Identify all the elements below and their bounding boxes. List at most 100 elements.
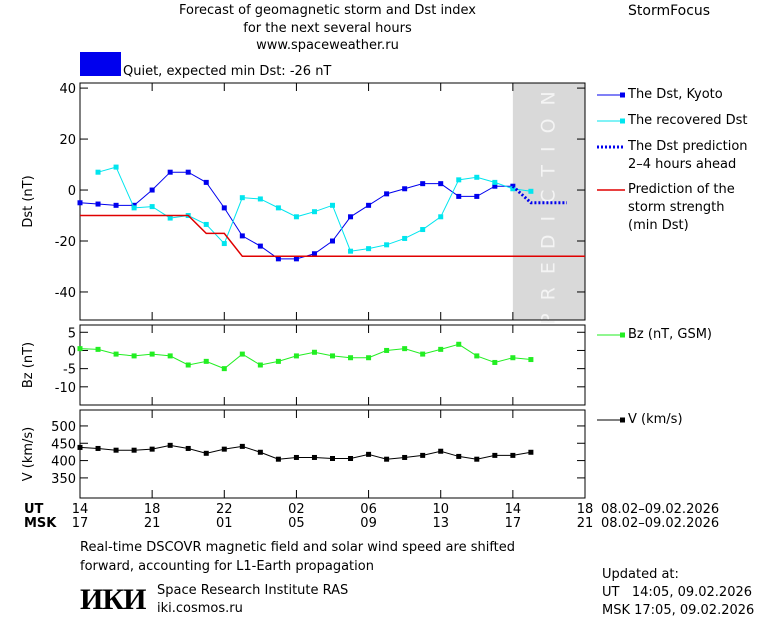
plot-frame bbox=[79, 324, 586, 406]
x-tick-label: 14 bbox=[72, 502, 89, 517]
legend-label: The Dst, Kyoto bbox=[628, 87, 723, 102]
plot-frame bbox=[79, 82, 586, 321]
data-point bbox=[348, 355, 354, 361]
data-point bbox=[456, 453, 462, 459]
data-point bbox=[474, 193, 480, 199]
series-line bbox=[79, 444, 531, 460]
data-point bbox=[311, 349, 317, 355]
data-point bbox=[149, 204, 155, 210]
x-tick-label-msk: 21 bbox=[577, 516, 594, 531]
data-point bbox=[311, 209, 317, 215]
data-point bbox=[95, 169, 101, 175]
data-point bbox=[474, 353, 480, 359]
x-tick-label: 18 bbox=[144, 502, 161, 517]
updated-ut: UT 14:05, 09.02.2026 bbox=[602, 585, 753, 600]
y-tick-label: -10 bbox=[55, 381, 76, 396]
data-point bbox=[438, 181, 444, 187]
data-point bbox=[330, 202, 335, 208]
data-point bbox=[275, 205, 281, 211]
data-point bbox=[402, 235, 408, 241]
x-tick-label-msk: 01 bbox=[216, 516, 233, 531]
y-tick-label: 20 bbox=[59, 133, 76, 148]
legend-marker bbox=[620, 417, 625, 423]
x-row-label: MSK bbox=[24, 516, 57, 531]
plot-frame bbox=[79, 409, 586, 499]
data-point bbox=[402, 454, 408, 460]
institute: Space Research Institute RAS bbox=[157, 583, 349, 598]
data-point bbox=[456, 341, 462, 347]
data-point bbox=[438, 214, 444, 220]
data-point bbox=[77, 346, 83, 352]
y-tick-label: 5 bbox=[68, 326, 76, 341]
data-point bbox=[203, 221, 209, 227]
data-point bbox=[330, 353, 335, 359]
data-point bbox=[402, 346, 408, 352]
data-point bbox=[113, 351, 119, 357]
data-point bbox=[77, 444, 83, 450]
footer-note: Real-time DSCOVR magnetic field and sola… bbox=[80, 540, 516, 574]
title-line: for the next several hours bbox=[243, 21, 412, 36]
data-point bbox=[528, 357, 534, 363]
legend-label: The recovered Dst bbox=[628, 113, 748, 128]
data-point bbox=[257, 196, 263, 202]
data-point bbox=[275, 256, 281, 262]
data-point bbox=[77, 200, 83, 206]
series-line bbox=[79, 343, 531, 370]
x-tick-label: 06 bbox=[360, 502, 377, 517]
data-point bbox=[438, 346, 444, 352]
y-axis-title: V (km/s) bbox=[21, 427, 36, 482]
y-tick-label: -20 bbox=[55, 235, 76, 250]
data-point bbox=[438, 448, 444, 454]
prediction-label: PREDICTION bbox=[537, 78, 559, 325]
series-line bbox=[511, 185, 567, 205]
status-box bbox=[80, 52, 121, 76]
data-point bbox=[113, 202, 119, 208]
data-point bbox=[420, 181, 426, 187]
brand: StormFocus bbox=[628, 3, 711, 19]
data-point bbox=[330, 238, 335, 244]
y-tick-label: -40 bbox=[55, 286, 76, 301]
data-point bbox=[384, 456, 390, 462]
data-point bbox=[293, 214, 299, 220]
data-point bbox=[420, 351, 426, 357]
data-point bbox=[113, 164, 119, 170]
updated-msk: MSK 17:05, 09.02.2026 bbox=[602, 603, 755, 618]
legend-marker bbox=[620, 92, 625, 98]
data-point bbox=[239, 351, 245, 357]
prediction-shade bbox=[512, 83, 585, 320]
data-point bbox=[402, 186, 408, 192]
data-point bbox=[456, 177, 462, 183]
data-point bbox=[293, 256, 299, 262]
data-point bbox=[95, 346, 101, 352]
data-point bbox=[510, 186, 516, 192]
data-point bbox=[95, 445, 101, 451]
date-range: 08.02–09.02.2026 bbox=[601, 502, 719, 517]
data-point bbox=[239, 443, 245, 449]
data-point bbox=[203, 358, 209, 364]
x-row-label: UT bbox=[24, 502, 44, 517]
data-point bbox=[348, 214, 354, 220]
data-point bbox=[275, 358, 281, 364]
data-point bbox=[528, 188, 534, 194]
data-point bbox=[293, 353, 299, 359]
data-point bbox=[221, 241, 227, 247]
data-point bbox=[221, 446, 227, 452]
data-point bbox=[185, 445, 191, 451]
data-point bbox=[330, 456, 335, 462]
data-point bbox=[239, 233, 245, 239]
data-point bbox=[185, 362, 191, 368]
x-tick-label-msk: 21 bbox=[144, 516, 161, 531]
data-point bbox=[366, 246, 372, 252]
data-point bbox=[167, 215, 173, 221]
x-tick-label: 02 bbox=[288, 502, 305, 517]
y-axis-title: Dst (nT) bbox=[21, 175, 36, 227]
y-tick-label: 350 bbox=[51, 472, 76, 487]
data-point bbox=[149, 187, 155, 193]
data-point bbox=[185, 169, 191, 175]
x-tick-label: 14 bbox=[505, 502, 522, 517]
x-tick-label: 10 bbox=[432, 502, 449, 517]
y-tick-label: 500 bbox=[51, 420, 76, 435]
y-tick-label: -5 bbox=[63, 363, 76, 378]
